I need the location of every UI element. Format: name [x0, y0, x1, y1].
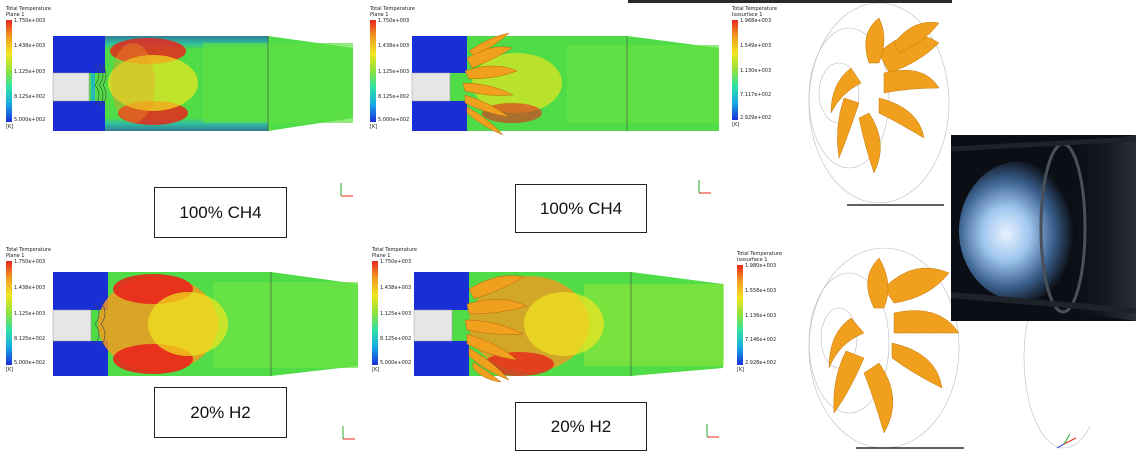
label-h2-mid: 20% H2	[515, 402, 647, 451]
top-image-edge	[628, 0, 952, 3]
legend-tick: 1.968e+003	[740, 18, 772, 24]
legend-title: Total Temperature	[6, 247, 51, 253]
legend-subtitle: Isosurface 1	[732, 12, 763, 18]
temperature-contour-ch4-iso	[411, 32, 719, 194]
label-ch4-mid: 100% CH4	[515, 184, 647, 233]
legend-title: Total Temperature	[737, 251, 782, 257]
legend-unit: [K]	[6, 124, 14, 130]
legend-tick: 1.130e+003	[740, 68, 772, 74]
legend-tick: 5.000e+002	[14, 117, 46, 123]
legend-tick: 1.125e+003	[378, 69, 410, 75]
legend-unit: [K]	[737, 367, 745, 373]
legend-tick: 1.980e+003	[745, 263, 777, 269]
legend-tick: 1.125e+003	[14, 311, 46, 317]
legend-tick: 1.750e+003	[380, 259, 412, 265]
legend-tick: 7.146e+002	[745, 337, 777, 343]
legend-tick: 5.000e+002	[14, 360, 46, 366]
legend-title: Total Temperature	[732, 6, 777, 12]
isosurface-swirl-h2	[808, 248, 1090, 449]
legend-tick: 8.125e+002	[14, 336, 46, 342]
legend-tick: 1.549e+003	[740, 43, 772, 49]
legend-tick: 2.929e+002	[740, 115, 772, 121]
legend-tick: 8.125e+002	[14, 94, 46, 100]
legend-tick: 8.125e+002	[380, 336, 412, 342]
h2-temperature-plane: Total Temperature Plane 1 1.750e+003 1.4…	[3, 244, 367, 448]
color-legend-bar	[6, 20, 12, 122]
isosurface-swirl-ch4	[808, 3, 950, 206]
legend-tick: 1.438e+003	[380, 285, 412, 291]
color-legend-bar	[737, 265, 743, 365]
legend-tick: 1.750e+003	[14, 259, 46, 265]
ch4-temperature-plane: Total Temperature Plane 1 1.750e+003 1.4…	[3, 3, 364, 201]
legend-tick: 5.000e+002	[380, 360, 412, 366]
legend-tick: 1.438e+003	[378, 43, 410, 49]
label-ch4-left: 100% CH4	[154, 187, 287, 238]
legend-subtitle: Plane 1	[6, 253, 25, 259]
ch4-temperature-isosurface: Total Temperature Plane 1 1.750e+003 1.4…	[367, 3, 726, 201]
legend-title: Total Temperature	[370, 6, 415, 12]
color-legend-bar	[372, 261, 378, 365]
legend-subtitle: Plane 1	[372, 253, 391, 259]
h2-temperature-isosurface: Total Temperature Plane 1 1.750e+003 1.4…	[369, 244, 728, 448]
legend-tick: 1.750e+003	[14, 18, 46, 24]
color-legend-bar	[6, 261, 12, 365]
legend-tick: 1.125e+003	[380, 311, 412, 317]
legend-unit: [K]	[732, 122, 740, 128]
color-legend-bar	[732, 20, 738, 120]
temperature-contour-h2-iso	[413, 272, 724, 438]
legend-tick: 7.117e+002	[740, 92, 772, 98]
legend-subtitle: Plane 1	[6, 12, 25, 18]
legend-tick: 1.438e+003	[14, 43, 46, 49]
temperature-contour-ch4	[52, 36, 353, 197]
legend-unit: [K]	[372, 367, 380, 373]
combustor-flame-photo	[951, 135, 1136, 321]
temperature-contour-h2	[52, 272, 358, 440]
ch4-isosurface-3d: Total Temperature Isosurface 1 1.968e+00…	[729, 3, 950, 213]
flame-photo-image	[951, 135, 1136, 321]
label-h2-left: 20% H2	[154, 387, 287, 438]
legend-tick: 5.000e+002	[378, 117, 410, 123]
legend-subtitle: Isosurface 1	[737, 257, 768, 263]
legend-tick: 2.928e+002	[745, 360, 777, 366]
legend-tick: 1.558e+003	[745, 288, 777, 294]
color-legend-bar	[370, 20, 376, 122]
legend-unit: [K]	[6, 367, 14, 373]
legend-tick: 1.438e+003	[14, 285, 46, 291]
legend-unit: [K]	[370, 124, 378, 130]
legend-tick: 8.125e+002	[378, 94, 410, 100]
legend-tick: 1.750e+003	[378, 18, 410, 24]
legend-title: Total Temperature	[372, 247, 417, 253]
legend-tick: 1.136e+003	[745, 313, 777, 319]
legend-title: Total Temperature	[6, 6, 51, 12]
legend-tick: 1.125e+003	[14, 69, 46, 75]
legend-subtitle: Plane 1	[370, 12, 389, 18]
